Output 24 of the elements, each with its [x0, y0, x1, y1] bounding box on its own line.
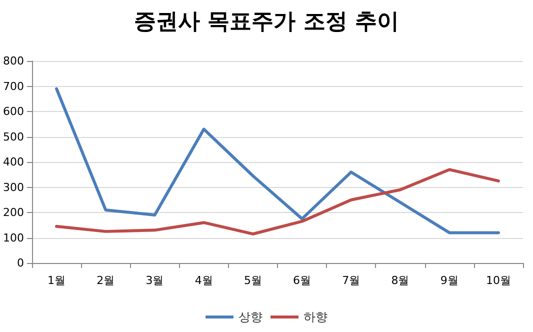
y-tick-label: 100 [3, 231, 24, 244]
line-series [55, 168, 500, 236]
y-tick-label: 600 [3, 105, 24, 118]
y-tick-label: 400 [3, 156, 24, 168]
x-tick-label: 10월 [486, 274, 511, 287]
x-tick-label: 7월 [342, 274, 360, 287]
x-tick-label: 8월 [391, 274, 410, 287]
line-series [55, 87, 500, 234]
x-tick-label: 3월 [146, 274, 164, 287]
x-tick-label: 4월 [194, 274, 213, 287]
y-tick-label: 700 [3, 80, 24, 93]
y-tick-label: 0 [17, 256, 24, 270]
legend-label: 상향 [238, 310, 262, 324]
y-tick-label: 300 [3, 180, 24, 194]
y-tick-label: 200 [3, 206, 24, 219]
x-tick-label: 6월 [293, 274, 312, 287]
y-tick-label: 800 [3, 54, 24, 68]
x-tick-label: 2월 [96, 274, 115, 287]
x-tick-label: 1월 [48, 274, 66, 287]
y-tick-label: 500 [3, 130, 24, 144]
chart-title: 증권사 목표주가 조정 추이 [134, 10, 399, 34]
x-tick-label: 5월 [244, 274, 262, 287]
x-tick-label: 9월 [440, 274, 458, 287]
legend-label: 하향 [304, 310, 328, 324]
